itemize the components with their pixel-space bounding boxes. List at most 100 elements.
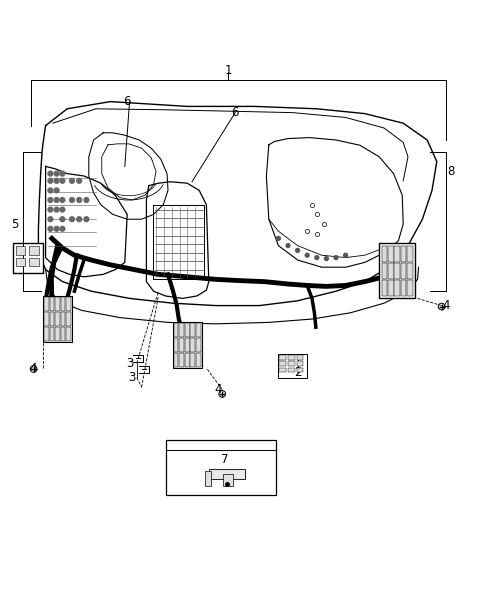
Circle shape bbox=[60, 207, 65, 212]
Bar bbox=[395, 263, 400, 279]
Bar bbox=[297, 355, 303, 360]
Circle shape bbox=[305, 253, 309, 257]
Bar bbox=[223, 474, 233, 485]
Text: 4: 4 bbox=[30, 362, 37, 375]
Bar bbox=[297, 368, 303, 372]
Bar bbox=[382, 246, 387, 262]
Text: 7: 7 bbox=[221, 453, 228, 466]
Bar bbox=[388, 263, 394, 279]
Bar bbox=[44, 312, 49, 326]
Bar bbox=[174, 323, 179, 337]
Bar bbox=[408, 246, 413, 262]
Bar bbox=[379, 243, 415, 298]
Circle shape bbox=[84, 217, 89, 221]
Bar bbox=[191, 338, 195, 352]
Bar bbox=[44, 297, 49, 311]
Bar bbox=[180, 338, 184, 352]
Circle shape bbox=[60, 217, 65, 221]
Circle shape bbox=[70, 198, 74, 202]
Bar bbox=[50, 297, 54, 311]
Bar bbox=[166, 440, 276, 495]
Text: 2: 2 bbox=[294, 366, 301, 379]
Circle shape bbox=[54, 207, 59, 212]
Circle shape bbox=[48, 217, 53, 221]
Bar bbox=[388, 280, 394, 296]
Bar bbox=[55, 327, 60, 340]
Circle shape bbox=[276, 236, 280, 240]
Bar bbox=[408, 263, 413, 279]
Circle shape bbox=[48, 188, 53, 193]
Circle shape bbox=[60, 198, 65, 202]
Bar bbox=[174, 338, 179, 352]
Text: 4: 4 bbox=[215, 383, 222, 396]
Bar bbox=[288, 368, 295, 372]
Circle shape bbox=[48, 178, 53, 183]
Bar bbox=[180, 353, 184, 367]
Bar bbox=[66, 327, 71, 340]
Bar bbox=[196, 338, 201, 352]
Bar bbox=[382, 263, 387, 279]
Text: 4: 4 bbox=[443, 299, 450, 312]
Bar bbox=[55, 312, 60, 326]
Bar bbox=[279, 361, 286, 366]
Bar bbox=[196, 323, 201, 337]
Circle shape bbox=[48, 207, 53, 212]
Bar bbox=[66, 297, 71, 311]
Bar bbox=[279, 368, 286, 372]
Bar bbox=[185, 323, 190, 337]
Bar bbox=[44, 327, 49, 340]
Bar bbox=[191, 323, 195, 337]
Circle shape bbox=[54, 198, 59, 202]
Circle shape bbox=[77, 178, 82, 183]
Circle shape bbox=[286, 244, 290, 247]
Bar bbox=[180, 323, 184, 337]
Text: 1: 1 bbox=[224, 64, 232, 77]
Circle shape bbox=[70, 217, 74, 221]
Bar bbox=[401, 263, 407, 279]
Text: 5: 5 bbox=[11, 217, 18, 230]
Circle shape bbox=[296, 249, 300, 252]
Bar bbox=[279, 355, 286, 360]
Text: 3: 3 bbox=[126, 357, 133, 369]
Circle shape bbox=[48, 226, 53, 231]
Bar bbox=[61, 312, 65, 326]
Bar bbox=[297, 361, 303, 366]
Bar bbox=[16, 246, 25, 255]
Text: 6: 6 bbox=[123, 95, 131, 108]
Circle shape bbox=[334, 256, 338, 259]
Circle shape bbox=[315, 256, 319, 259]
Bar bbox=[43, 296, 72, 342]
Text: 6: 6 bbox=[231, 106, 239, 119]
Circle shape bbox=[324, 257, 328, 260]
Bar bbox=[288, 361, 295, 366]
Bar bbox=[278, 353, 307, 378]
Circle shape bbox=[84, 198, 89, 202]
Bar bbox=[205, 471, 211, 485]
Bar bbox=[381, 244, 414, 297]
Circle shape bbox=[77, 198, 82, 202]
Circle shape bbox=[54, 178, 59, 183]
Bar bbox=[401, 280, 407, 296]
Bar bbox=[196, 353, 201, 367]
Bar bbox=[50, 312, 54, 326]
Circle shape bbox=[48, 171, 53, 176]
Bar bbox=[66, 312, 71, 326]
Circle shape bbox=[54, 226, 59, 231]
Circle shape bbox=[60, 226, 65, 231]
Bar bbox=[185, 338, 190, 352]
Text: 8: 8 bbox=[447, 165, 455, 178]
Circle shape bbox=[60, 178, 65, 183]
Bar bbox=[13, 243, 43, 273]
Circle shape bbox=[54, 188, 59, 193]
Bar bbox=[185, 353, 190, 367]
Bar bbox=[29, 246, 39, 255]
Bar bbox=[174, 353, 179, 367]
Bar bbox=[173, 323, 202, 368]
Bar bbox=[382, 280, 387, 296]
Bar bbox=[61, 327, 65, 340]
Bar bbox=[29, 258, 39, 266]
Bar bbox=[61, 297, 65, 311]
Bar bbox=[395, 246, 400, 262]
Circle shape bbox=[344, 253, 348, 257]
Bar bbox=[191, 353, 195, 367]
